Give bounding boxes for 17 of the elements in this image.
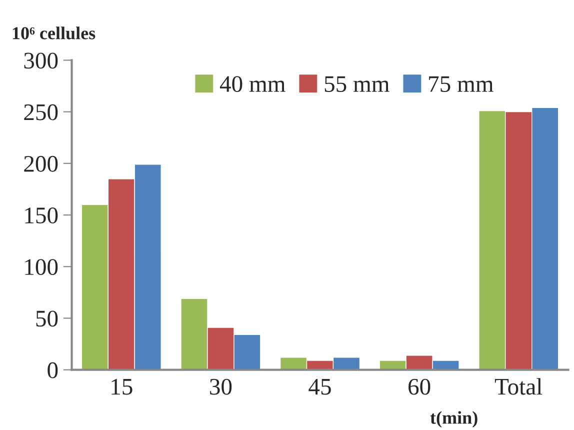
legend-label: 40 mm: [220, 76, 286, 92]
y-tick-label: 150: [25, 207, 58, 224]
x-tick-label: Total: [494, 378, 542, 395]
y-tick-label: 250: [24, 104, 58, 120]
y-tick-label: 300: [24, 52, 58, 69]
x-tick-label: 45: [308, 378, 331, 395]
x-tick-label: 30: [210, 378, 232, 395]
y-tick-label: 0: [48, 362, 58, 378]
y-tick-label: 50: [36, 310, 58, 327]
legend-label: 55 mm: [324, 76, 390, 92]
x-tick-label: 60: [408, 378, 430, 395]
y-tick-label: 100: [25, 259, 58, 276]
legend-label: 75 mm: [429, 76, 494, 92]
y-axis-title: 10⁶ cellules: [12, 26, 96, 40]
x-tick-label: 15: [112, 378, 132, 395]
y-tick-label: 200: [24, 156, 58, 172]
x-axis-title: t(min): [430, 411, 478, 428]
